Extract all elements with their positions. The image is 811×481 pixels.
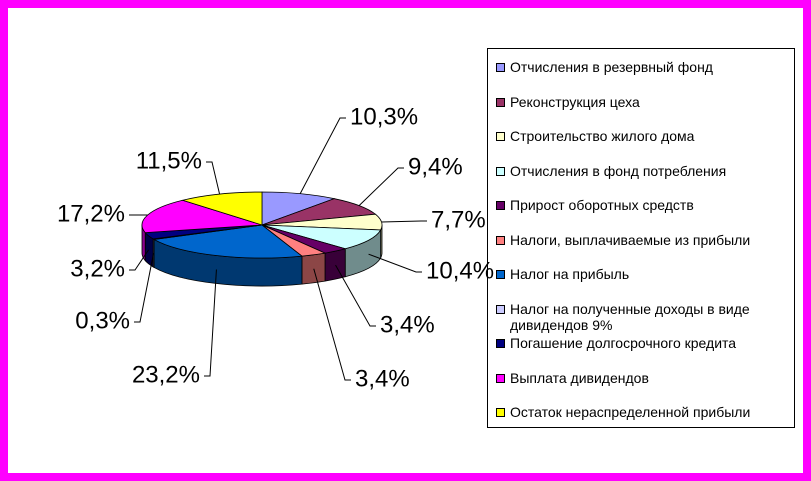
data-label: 10,3%: [350, 103, 418, 130]
data-label: 7,7%: [431, 206, 486, 233]
slice-side: [301, 252, 326, 285]
legend-label: Выплата дивидендов: [510, 369, 649, 386]
legend-label: Остаток нераспределенной прибыли: [510, 404, 751, 420]
legend-item: Прирост оборотных средств: [496, 197, 788, 232]
data-label: 17,2%: [57, 200, 125, 227]
legend-item: Остаток нераспределенной прибыли: [496, 404, 788, 439]
slice: [141, 199, 263, 234]
leader-line: [206, 161, 221, 195]
legend-item: Погашение долгосрочного кредита: [496, 335, 788, 370]
legend-item: Налог на прибыль: [496, 266, 788, 301]
legend-swatch: [496, 201, 505, 210]
slice: [261, 191, 336, 226]
legend-label: Прирост оборотных средств: [510, 197, 694, 213]
legend-item: Отчисления в резервный фонд: [496, 59, 788, 94]
legend-swatch: [496, 235, 505, 245]
data-label: 0,3%: [75, 307, 130, 334]
pie-area: 10,3% 9,4% 7,7% 10,4% 3,4% 3,4% 23,2%0,3% 3,2% 1…: [57, 103, 494, 392]
data-label: 11,5%: [136, 147, 202, 174]
data-label: 23,2%: [132, 361, 200, 388]
legend-swatch: [496, 63, 505, 72]
legend-swatch: [496, 408, 505, 417]
slice: [261, 224, 382, 250]
data-label: 3,4%: [355, 365, 410, 392]
leader-line: [358, 167, 404, 206]
legend-item: Налог на полученные доходы в виде дивиде…: [496, 301, 788, 336]
legend-label: Реконструкция цеха: [510, 93, 640, 110]
data-label: 3,2%: [70, 255, 125, 282]
legend-swatch: [496, 270, 505, 279]
leader-line: [368, 253, 422, 273]
slice: [152, 224, 303, 259]
legend-label: Налог на прибыль: [510, 266, 630, 282]
legend-item: Выплата дивидендов: [496, 370, 788, 405]
legend-swatch: [496, 304, 505, 314]
legend-label: Строительство жилого дома: [510, 128, 695, 144]
data-label: 9,4%: [408, 153, 463, 180]
legend-swatch: [496, 166, 505, 176]
data-label: 10,4%: [426, 257, 494, 284]
legend-item: Реконструкция цеха: [496, 94, 788, 129]
leader-line: [204, 269, 217, 377]
legend-label: Погашение долгосрочного кредита: [510, 335, 737, 351]
legend-swatch: [496, 339, 505, 348]
legend-swatch: [496, 132, 505, 141]
legend-label: Налоги, выплачиваемые из прибыли: [510, 231, 751, 248]
legend-swatch: [496, 97, 505, 107]
legend-swatch: [496, 373, 505, 383]
legend-label: Отчисления в фонд потребления: [510, 162, 727, 179]
leader-line: [313, 268, 351, 381]
leader-line: [134, 253, 155, 323]
legend-item: Отчисления в фонд потребления: [496, 163, 788, 198]
leader-line: [299, 117, 346, 194]
leader-line: [129, 249, 150, 271]
legend-item: Налоги, выплачиваемые из прибыли: [496, 232, 788, 267]
leader-line: [381, 220, 427, 223]
legend-label: Налог на полученные доходы в виде дивиде…: [510, 300, 750, 333]
legend: Отчисления в резервный фонд Реконструкция…: [487, 48, 795, 428]
legend-item: Строительство жилого дома: [496, 128, 788, 163]
leader-line: [335, 264, 376, 327]
legend-label: Отчисления в резервный фонд: [510, 59, 713, 75]
data-label: 3,4%: [380, 311, 435, 338]
